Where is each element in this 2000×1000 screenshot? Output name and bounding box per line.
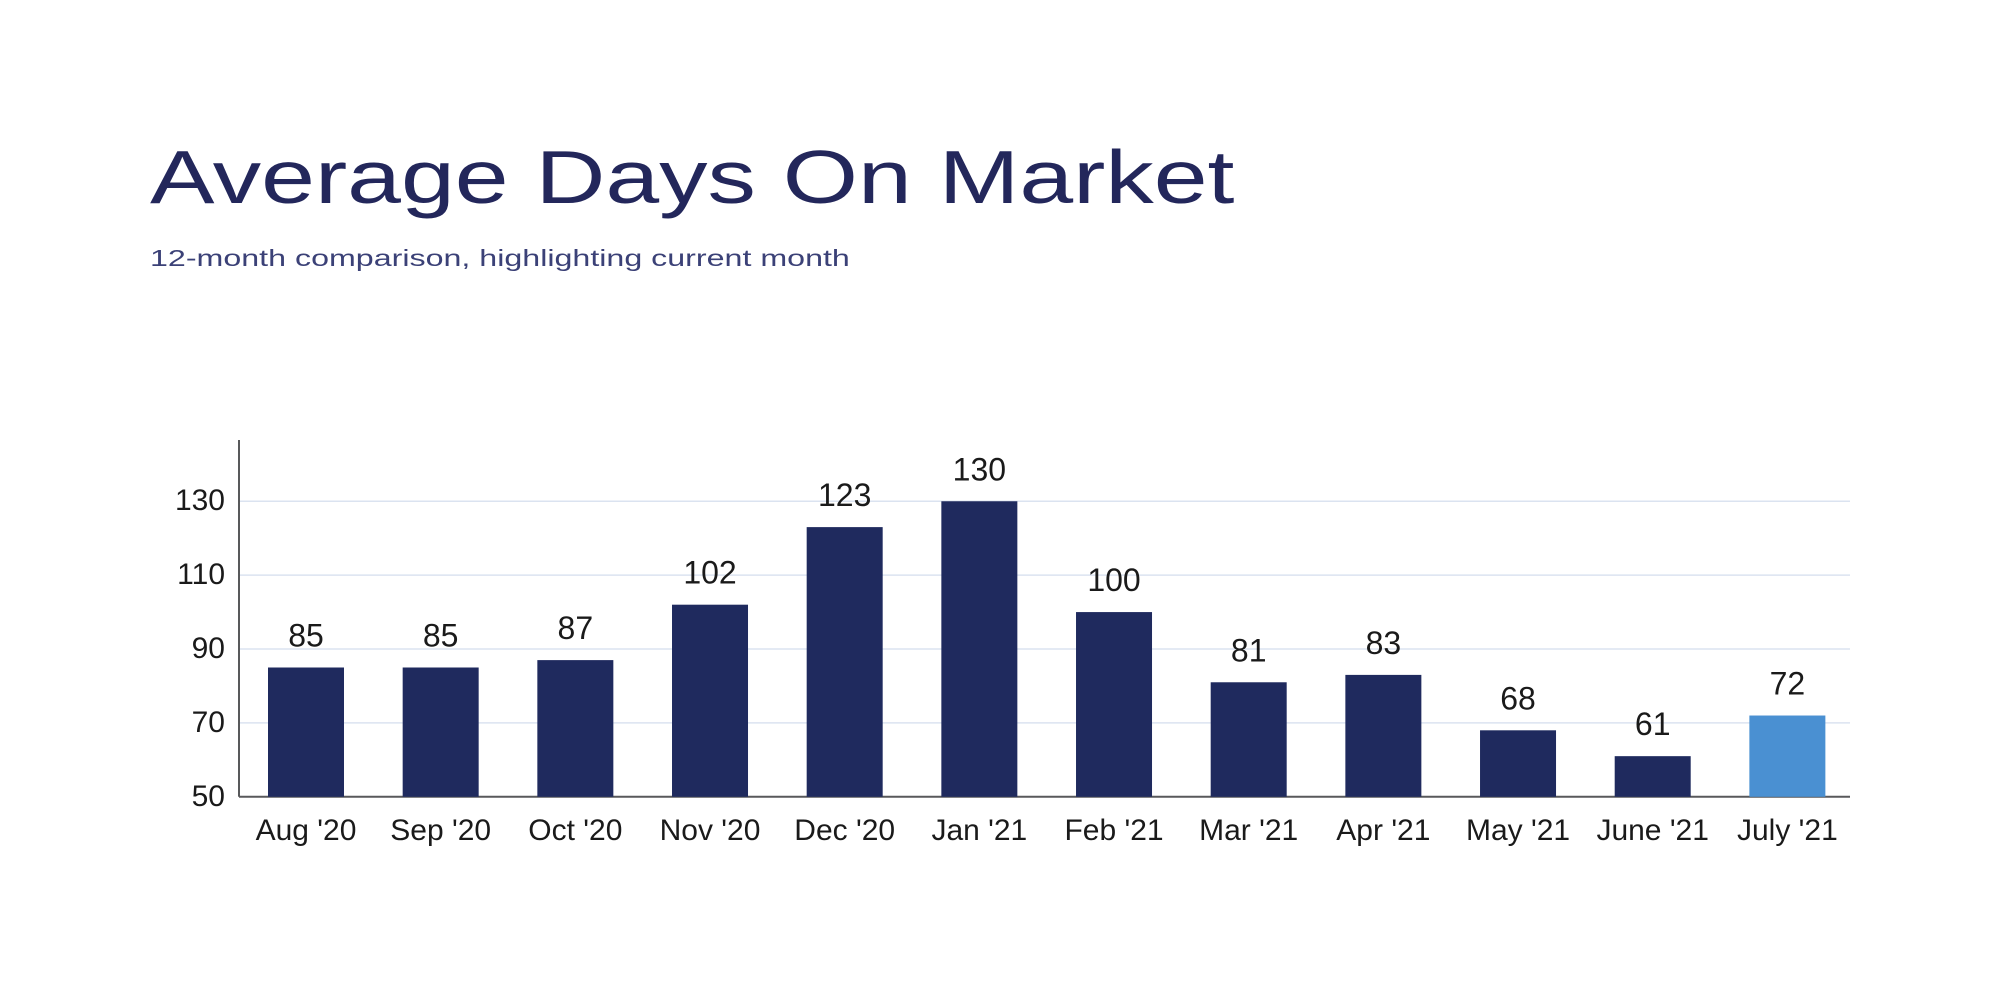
svg-text:May '21: May '21 — [1466, 814, 1570, 847]
svg-text:Dec '20: Dec '20 — [794, 814, 895, 847]
svg-text:Nov '20: Nov '20 — [660, 814, 761, 847]
svg-text:June '21: June '21 — [1596, 814, 1709, 847]
svg-text:123: 123 — [818, 477, 871, 513]
svg-text:Sep '20: Sep '20 — [390, 814, 491, 847]
svg-text:Oct '20: Oct '20 — [528, 814, 622, 847]
svg-text:61: 61 — [1635, 706, 1671, 742]
svg-text:50: 50 — [192, 780, 225, 813]
svg-text:68: 68 — [1500, 680, 1536, 716]
svg-text:July '21: July '21 — [1737, 814, 1838, 847]
svg-text:100: 100 — [1087, 562, 1140, 598]
svg-text:Mar '21: Mar '21 — [1199, 814, 1298, 847]
svg-text:85: 85 — [423, 618, 459, 654]
svg-text:90: 90 — [192, 632, 225, 665]
svg-text:81: 81 — [1231, 632, 1267, 668]
svg-text:102: 102 — [683, 555, 736, 591]
svg-text:130: 130 — [175, 484, 225, 517]
svg-text:Feb '21: Feb '21 — [1064, 814, 1163, 847]
svg-text:Aug '20: Aug '20 — [256, 814, 357, 847]
svg-text:70: 70 — [192, 706, 225, 739]
svg-text:Jan '21: Jan '21 — [931, 814, 1027, 847]
svg-text:72: 72 — [1770, 666, 1806, 702]
svg-text:87: 87 — [558, 610, 594, 646]
svg-text:85: 85 — [288, 618, 324, 654]
svg-text:130: 130 — [953, 451, 1006, 487]
svg-text:110: 110 — [177, 558, 225, 591]
svg-text:83: 83 — [1366, 625, 1402, 661]
svg-text:Apr '21: Apr '21 — [1336, 814, 1430, 847]
